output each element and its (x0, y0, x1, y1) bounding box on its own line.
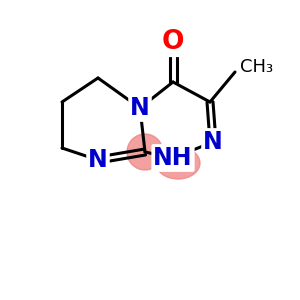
Text: CH₃: CH₃ (240, 58, 273, 76)
Circle shape (127, 134, 163, 170)
Text: N: N (88, 148, 108, 172)
Text: N: N (130, 96, 150, 120)
Text: O: O (162, 29, 184, 55)
Ellipse shape (156, 147, 200, 179)
Text: NH: NH (153, 146, 193, 170)
Text: N: N (203, 130, 223, 154)
